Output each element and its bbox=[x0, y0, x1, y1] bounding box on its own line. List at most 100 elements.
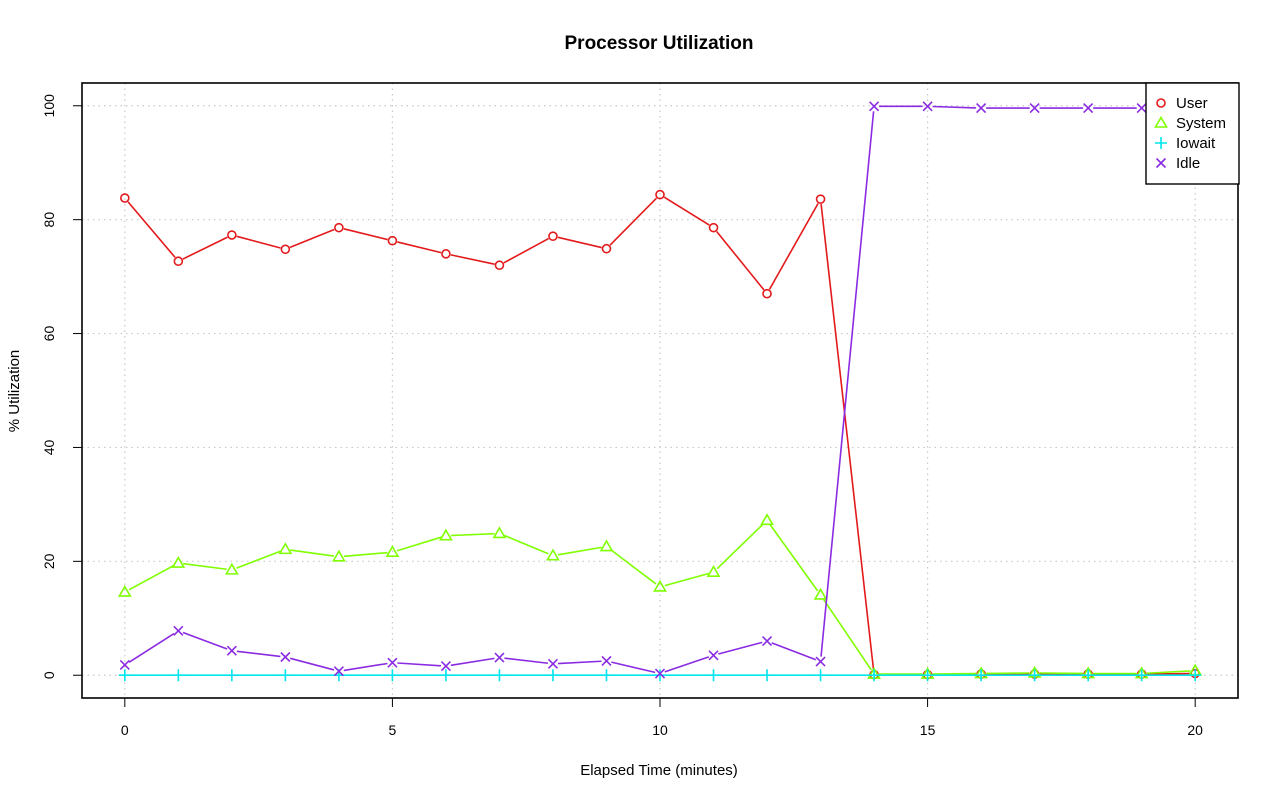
data-point-iowait bbox=[1028, 669, 1041, 682]
data-point-iowait bbox=[1082, 669, 1095, 682]
data-point-user bbox=[173, 256, 184, 267]
data-point-system bbox=[492, 526, 507, 539]
data-point-user bbox=[494, 260, 505, 271]
x-tick-label: 5 bbox=[389, 722, 397, 738]
data-point-user bbox=[334, 222, 344, 233]
data-point-iowait bbox=[868, 669, 881, 682]
legend-marker-iowait bbox=[1155, 137, 1167, 149]
data-point-system bbox=[706, 565, 721, 577]
data-point-system bbox=[599, 539, 614, 552]
legend-marker-idle bbox=[1155, 157, 1167, 169]
data-point-iowait bbox=[600, 669, 613, 682]
data-point-system bbox=[224, 562, 239, 575]
data-point-idle bbox=[1136, 102, 1147, 114]
legend-label-idle: Idle bbox=[1176, 155, 1200, 172]
data-point-user bbox=[548, 231, 558, 241]
series-user bbox=[120, 189, 1200, 680]
series-line-user bbox=[127, 196, 1191, 676]
series-line-system bbox=[128, 523, 1191, 675]
data-point-idle bbox=[119, 659, 130, 671]
y-axis-label: % Utilization bbox=[6, 350, 23, 433]
data-point-iowait bbox=[118, 669, 131, 682]
x-axis-label: Elapsed Time (minutes) bbox=[580, 762, 738, 779]
data-point-idle bbox=[976, 102, 987, 114]
data-point-idle bbox=[922, 101, 933, 112]
data-point-system bbox=[546, 548, 560, 561]
data-point-iowait bbox=[386, 669, 399, 682]
data-point-iowait bbox=[546, 669, 559, 682]
data-point-idle bbox=[440, 661, 451, 672]
data-point-iowait bbox=[439, 669, 452, 682]
data-point-iowait bbox=[493, 669, 506, 682]
data-point-idle bbox=[1029, 102, 1040, 114]
data-point-iowait bbox=[279, 669, 292, 682]
data-point-idle bbox=[1083, 102, 1094, 114]
data-point-idle bbox=[601, 655, 612, 667]
data-point-user bbox=[708, 222, 719, 233]
data-point-iowait bbox=[225, 669, 238, 682]
data-point-system bbox=[117, 584, 132, 597]
y-tick-label: 80 bbox=[41, 212, 57, 228]
data-point-iowait bbox=[1135, 669, 1148, 682]
data-point-system bbox=[760, 513, 774, 526]
legend-label-user: User bbox=[1176, 95, 1208, 112]
legend-label-system: System bbox=[1176, 115, 1226, 132]
data-point-user bbox=[387, 235, 398, 246]
data-point-user bbox=[601, 243, 612, 254]
data-point-user bbox=[655, 189, 665, 200]
data-point-iowait bbox=[921, 669, 934, 682]
data-point-iowait bbox=[1189, 669, 1202, 682]
data-point-idle bbox=[761, 635, 773, 647]
x-tick-label: 10 bbox=[652, 722, 668, 738]
y-tick-label: 0 bbox=[41, 671, 57, 679]
y-tick-label: 40 bbox=[41, 439, 57, 455]
data-point-system bbox=[813, 587, 828, 600]
series-iowait bbox=[118, 669, 1202, 682]
data-point-user bbox=[120, 193, 130, 203]
series-layer bbox=[117, 101, 1203, 682]
data-point-idle bbox=[226, 645, 237, 656]
data-point-user bbox=[441, 249, 451, 259]
data-point-iowait bbox=[975, 669, 988, 682]
data-point-system bbox=[653, 579, 667, 592]
x-tick-label: 15 bbox=[920, 722, 936, 738]
data-point-idle bbox=[173, 625, 184, 636]
axes: 0 5 10 15 20 0 20 40 60 80 100 bbox=[41, 94, 1203, 738]
data-point-user bbox=[815, 194, 826, 204]
x-tick-label: 20 bbox=[1187, 722, 1203, 738]
data-point-user bbox=[762, 288, 772, 299]
x-tick-label: 0 bbox=[121, 722, 129, 738]
data-point-iowait bbox=[761, 669, 774, 682]
data-point-iowait bbox=[172, 669, 185, 682]
y-tick-label: 60 bbox=[41, 326, 57, 342]
data-point-idle bbox=[280, 651, 291, 663]
legend-box bbox=[1145, 82, 1240, 185]
grid-lines bbox=[82, 83, 1238, 698]
chart-title: Processor Utilization bbox=[565, 33, 754, 54]
legend: User System Iowait Idle bbox=[1145, 82, 1240, 185]
legend-marker-system bbox=[1154, 115, 1168, 128]
data-point-idle bbox=[708, 650, 719, 661]
legend-label-iowait: Iowait bbox=[1176, 135, 1216, 152]
data-point-system bbox=[439, 528, 453, 541]
data-point-user bbox=[227, 230, 237, 240]
data-point-user bbox=[280, 244, 291, 255]
series-line-idle bbox=[128, 105, 1191, 674]
data-point-idle bbox=[869, 101, 880, 112]
data-point-idle bbox=[494, 652, 505, 663]
data-point-idle bbox=[387, 657, 398, 668]
data-point-system bbox=[278, 542, 293, 555]
data-point-system bbox=[332, 549, 346, 562]
data-point-system bbox=[385, 545, 400, 558]
data-point-idle bbox=[654, 668, 666, 679]
data-point-idle bbox=[547, 658, 559, 669]
y-tick-label: 100 bbox=[41, 94, 57, 118]
data-point-iowait bbox=[814, 669, 827, 682]
data-point-iowait bbox=[707, 669, 720, 682]
data-point-idle bbox=[815, 656, 826, 667]
legend-marker-user bbox=[1156, 98, 1166, 108]
series-idle bbox=[119, 101, 1201, 679]
data-point-system bbox=[171, 555, 186, 568]
y-tick-label: 20 bbox=[41, 553, 57, 569]
